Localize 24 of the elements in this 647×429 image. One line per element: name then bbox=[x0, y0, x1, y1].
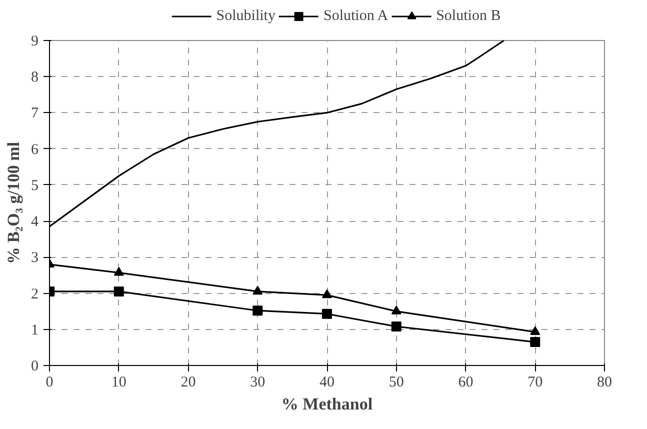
y-tick-label: 7 bbox=[31, 106, 39, 122]
y-tick-label: 5 bbox=[31, 178, 38, 194]
x-tick-label: 60 bbox=[458, 374, 474, 390]
x-axis-title: % Methanol bbox=[281, 394, 373, 414]
legend-label: Solubility bbox=[216, 8, 276, 24]
y-tick-label: 6 bbox=[31, 142, 39, 158]
x-tick-label: 30 bbox=[250, 374, 266, 390]
legend-label: Solution B bbox=[436, 8, 501, 24]
x-tick-label: 0 bbox=[46, 374, 54, 390]
y-tick-label: 0 bbox=[31, 358, 38, 374]
y-axis-title: % B₂O₃ g/100 ml bbox=[4, 142, 23, 264]
y-tick-label: 1 bbox=[31, 322, 38, 338]
x-tick-label: 70 bbox=[528, 374, 543, 390]
y-tick-label: 8 bbox=[31, 70, 38, 86]
x-tick-label: 20 bbox=[180, 374, 196, 390]
x-tick-label: 80 bbox=[597, 374, 612, 390]
x-tick-label: 40 bbox=[320, 374, 334, 390]
legend-label: Solution A bbox=[323, 8, 388, 24]
y-tick-label: 2 bbox=[31, 286, 38, 302]
y-tick-label: 4 bbox=[31, 214, 39, 230]
y-tick-label: 9 bbox=[31, 34, 38, 50]
x-tick-label: 10 bbox=[111, 374, 126, 390]
y-tick-label: 3 bbox=[31, 250, 38, 266]
x-tick-label: 50 bbox=[388, 374, 404, 390]
